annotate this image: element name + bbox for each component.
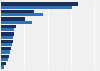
Bar — [1, 28, 14, 31]
Bar — [1, 65, 4, 69]
Bar — [1, 36, 13, 39]
Bar — [1, 47, 11, 50]
Bar — [1, 13, 43, 16]
Bar — [1, 40, 13, 43]
Bar — [1, 58, 8, 61]
Bar — [1, 10, 34, 13]
Bar — [1, 17, 25, 21]
Bar — [1, 43, 12, 46]
Bar — [1, 21, 32, 24]
Bar — [1, 25, 16, 28]
Bar — [1, 6, 72, 9]
Bar — [1, 32, 14, 36]
Bar — [1, 2, 78, 6]
Bar — [1, 50, 10, 54]
Bar — [1, 55, 9, 58]
Bar — [1, 62, 6, 65]
